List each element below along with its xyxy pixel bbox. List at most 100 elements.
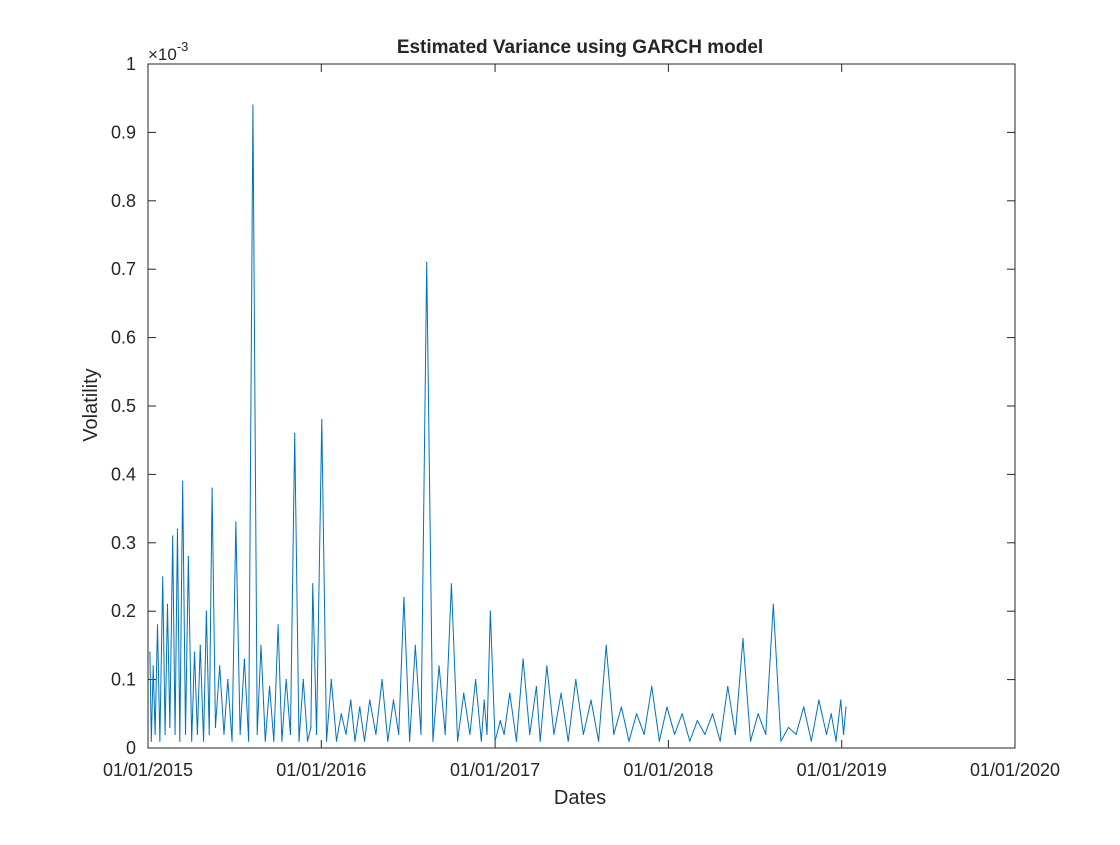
data-point (184, 733, 187, 735)
data-point (166, 603, 169, 605)
data-point (381, 679, 383, 681)
data-point (211, 487, 213, 489)
data-point (196, 733, 198, 735)
y-exponent-power: -3 (177, 39, 189, 54)
data-point (149, 651, 151, 653)
data-point (689, 740, 691, 742)
data-point (162, 576, 164, 578)
data-point (560, 692, 562, 694)
data-point (818, 699, 820, 701)
data-point (359, 706, 361, 708)
data-point (159, 740, 161, 742)
data-point (398, 733, 400, 735)
data-point (252, 104, 254, 106)
y-exponent-base: ×10 (148, 45, 177, 64)
data-point (223, 733, 225, 735)
data-point (810, 740, 812, 742)
data-point (795, 733, 797, 735)
plot-layer: 01/01/2015 01/01/2016 01/01/2017 01/01/2018… (103, 54, 1060, 780)
data-point (426, 261, 428, 263)
y-tick-label: 0.5 (111, 396, 136, 416)
y-tick-label: 0.9 (111, 122, 136, 142)
data-point (231, 740, 233, 742)
data-point (191, 740, 193, 742)
data-point (704, 733, 706, 735)
y-tick-label: 0.8 (111, 191, 136, 211)
data-point (350, 699, 352, 701)
data-point (480, 740, 482, 742)
data-point (845, 706, 847, 708)
data-point (306, 740, 309, 742)
data-point (483, 699, 485, 701)
y-tick-label: 0.4 (111, 464, 136, 484)
data-point (268, 685, 271, 688)
data-point (202, 740, 205, 742)
data-point (509, 692, 511, 694)
data-point (187, 555, 189, 558)
data-point (830, 713, 832, 715)
data-point (450, 583, 453, 585)
data-point (164, 733, 166, 735)
data-point (503, 733, 505, 735)
data-point (208, 733, 210, 735)
data-point (673, 733, 676, 735)
data-point (529, 733, 531, 735)
data-point (340, 713, 342, 715)
data-point (522, 658, 524, 660)
data-point (403, 596, 405, 599)
x-tick-label: 01/01/2015 (103, 760, 193, 780)
data-point (539, 740, 541, 742)
x-tick-label: 01/01/2018 (623, 760, 713, 780)
data-point (475, 679, 477, 681)
data-point (734, 733, 736, 735)
data-point (219, 665, 221, 667)
data-point (354, 740, 356, 742)
data-point (575, 679, 577, 681)
data-point (325, 740, 328, 742)
data-point (681, 713, 683, 715)
data-point (666, 706, 668, 708)
data-point (312, 583, 314, 585)
data-point (620, 706, 622, 708)
data-point (840, 699, 842, 701)
data-point (643, 733, 645, 735)
data-point (387, 740, 389, 742)
data-point (567, 740, 569, 742)
data-point (156, 624, 159, 626)
data-point (582, 733, 584, 735)
data-point (239, 733, 241, 735)
data-point (281, 740, 283, 742)
y-tick-label: 0.3 (111, 533, 136, 553)
data-point (486, 733, 488, 735)
data-point (553, 733, 555, 735)
data-point (273, 740, 275, 742)
data-point (369, 699, 371, 701)
y-exponent-label: ×10-3 (148, 39, 188, 64)
data-point (179, 740, 181, 742)
data-point (172, 535, 174, 537)
x-tick-label: 01/01/2016 (276, 760, 366, 780)
y-tick-label: 1 (126, 54, 136, 74)
y-tick-label: 0.2 (111, 601, 136, 621)
data-point (199, 644, 201, 647)
data-point (169, 726, 171, 729)
y-axis-label: Volatility (80, 368, 102, 441)
data-point (392, 699, 395, 701)
data-point (605, 644, 607, 647)
data-point (302, 679, 304, 681)
data-point (176, 528, 179, 530)
data-point (651, 685, 653, 688)
data-point (298, 740, 300, 742)
data-point (658, 740, 660, 742)
data-point (444, 733, 446, 735)
data-point (499, 720, 501, 722)
data-point (235, 521, 237, 523)
data-point (772, 603, 774, 605)
data-point (256, 733, 258, 735)
data-point (590, 699, 592, 701)
data-point (635, 713, 638, 715)
series-line (149, 104, 847, 742)
data-point (154, 733, 156, 735)
